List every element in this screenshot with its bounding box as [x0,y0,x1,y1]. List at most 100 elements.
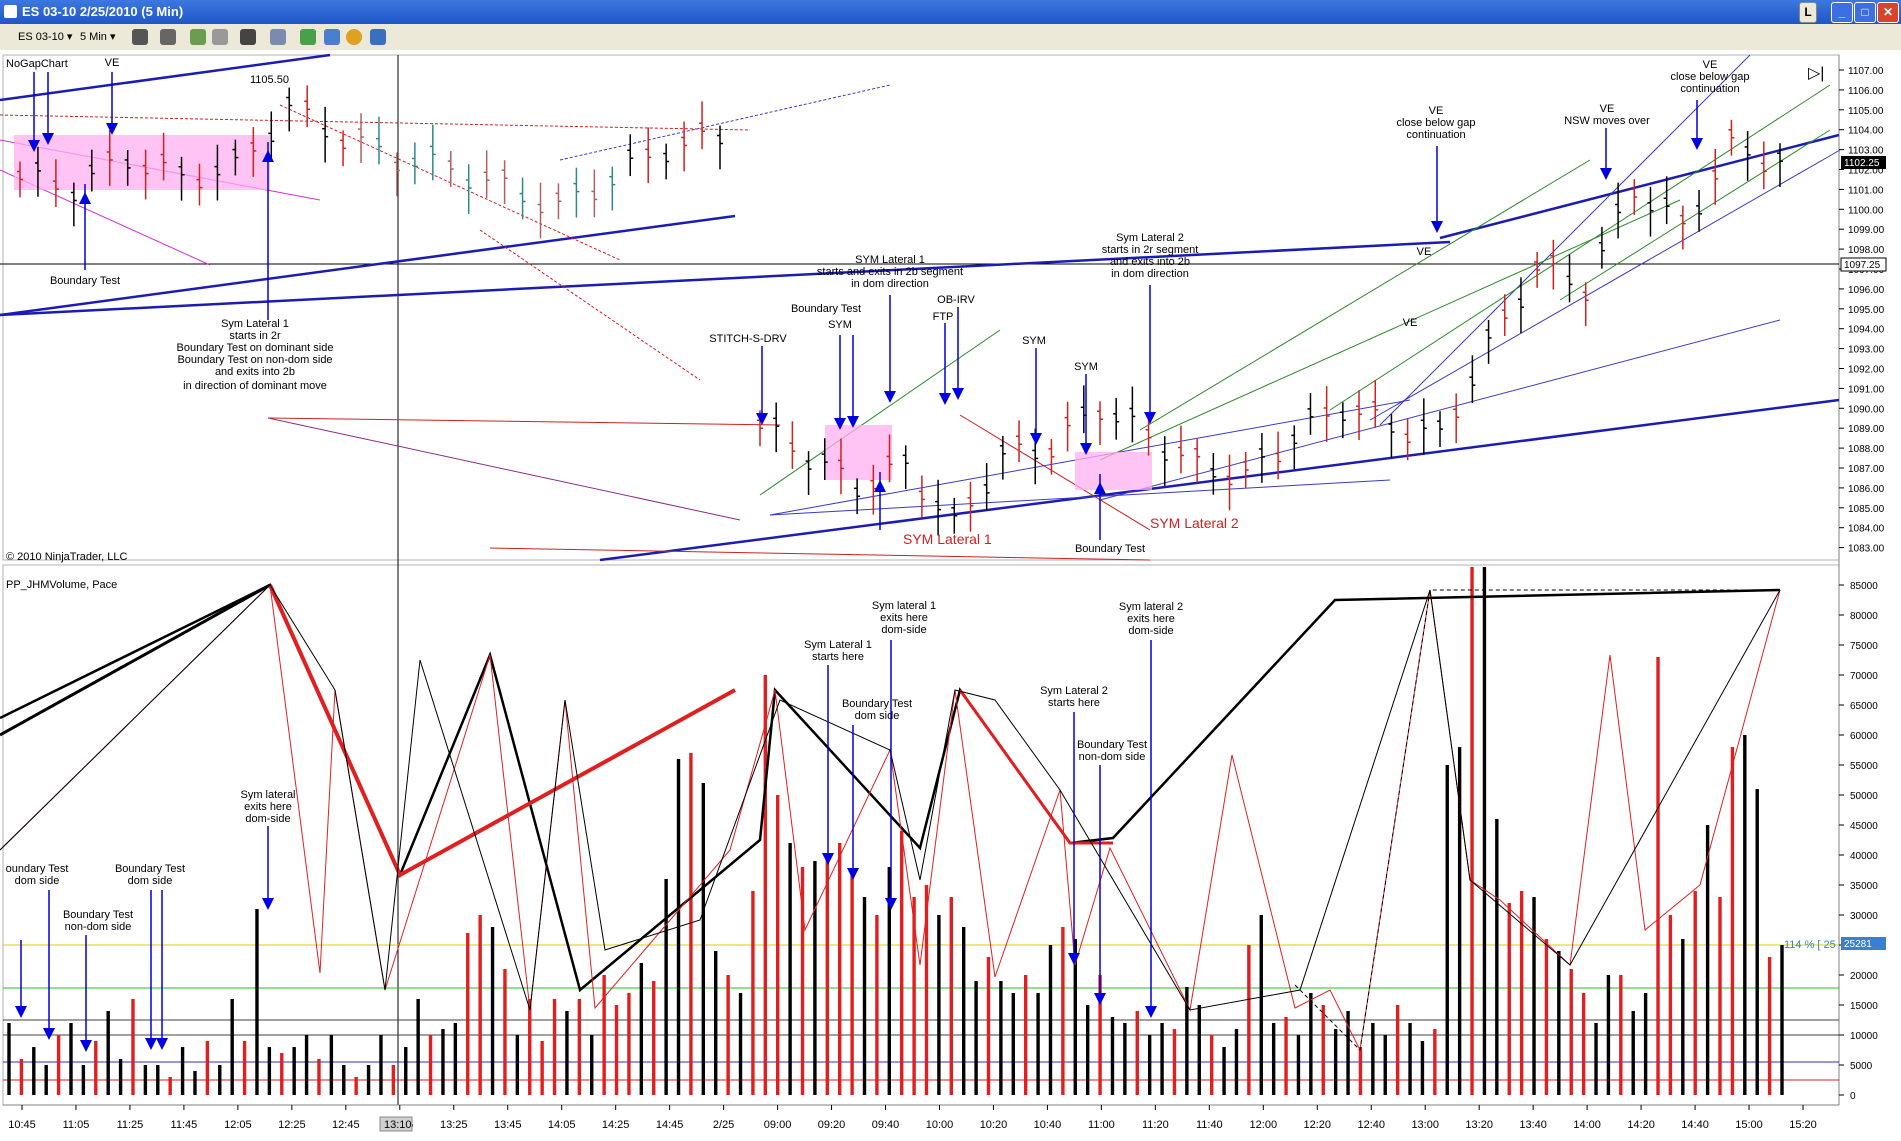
volume-bar [255,909,259,1095]
annotation-text: VE [1600,103,1615,115]
time-tick-label: 14:45 [656,1119,684,1131]
blue-arrow-head [1600,168,1612,180]
volume-tick-label: 30000 [1850,911,1878,922]
window-title: ES 03-10 2/25/2010 (5 Min) [22,4,184,19]
price-tick-label: 1095.00 [1848,305,1885,316]
trendline-green-1 [1139,159,1591,431]
annotation-text: in direction of dominant move [183,380,327,392]
volume-bar [1755,789,1759,1095]
price-tick-label: 1083.00 [1848,544,1885,555]
volume-bar [69,1023,73,1095]
tag-button[interactable]: L [1799,2,1817,23]
interval-select[interactable]: 5 Min ▾ [80,31,116,43]
maximize-button[interactable]: □ [1854,2,1876,23]
volume-bar [56,1035,61,1095]
properties-icon[interactable] [270,29,286,45]
volume-bar [44,1065,48,1095]
zoom-out-icon[interactable] [212,29,228,45]
chart-scroll-icon[interactable]: ▷| [1808,65,1824,82]
volume-bar [1581,993,1586,1095]
indicators-icon[interactable] [300,29,316,45]
trendline-red-dashed-2 [279,104,621,261]
volume-tick-label: 85000 [1850,581,1878,592]
price-tick-label: 1098.00 [1848,245,1885,256]
volume-bar [825,855,830,1095]
volume-arrow-head [885,898,897,910]
strategies-icon[interactable] [324,29,340,45]
volume-bar [1532,897,1536,1095]
copyright: © 2010 NinjaTrader, LLC [6,551,127,563]
annotation-text: Boundary Test [791,303,861,315]
annotation-text: Boundary Test on dominant side [177,342,334,354]
blue-arrow-head [1691,138,1703,150]
crosshair-icon[interactable] [240,29,256,45]
time-tick-label: 14:25 [602,1119,630,1131]
time-tick-label: 11:05 [63,1119,90,1131]
volume-tick-label: 5000 [1850,1061,1873,1072]
time-tick-label: 12:05 [224,1119,252,1131]
blue-arrow-head [952,388,964,400]
volume-bar [949,897,953,1095]
volume-bar [1743,735,1747,1095]
sym-zone-2 [825,425,892,480]
annotation-text: Sym lateral 2 [1119,601,1183,613]
blue-arrow-head [28,140,40,152]
annotation-text: Sym Lateral 1 [804,639,872,651]
volume-bar [1656,657,1660,1095]
zigzag-dashed [1294,589,1780,1052]
volume-bar [726,975,730,1095]
annotation-text: Boundary Test [115,863,185,875]
volume-bar [701,783,706,1095]
price-tick-label: 1094.00 [1848,325,1885,336]
annotation-text: exits here [880,612,928,624]
close-button[interactable]: ✕ [1877,2,1899,23]
data-box-icon[interactable] [370,29,386,45]
volume-bar [379,1035,383,1095]
blue-arrow-head [262,150,274,162]
annotation-text: continuation [1680,83,1739,95]
volume-bar [1693,891,1697,1095]
volume-bar [1395,1005,1400,1095]
volume-arrow-head [145,1038,157,1050]
price-tick-label: 1102.00 [1848,166,1884,177]
time-tick-label: 14:05 [548,1119,576,1131]
coin-icon[interactable] [346,29,362,45]
volume-tick-label: 45000 [1850,821,1878,832]
zoom-in-icon[interactable] [190,29,206,45]
price-tick-label: 1104.00 [1848,126,1884,137]
price-arrows [28,72,1703,540]
volume-tick-label: 40000 [1850,851,1878,862]
volume-bar [1767,957,1772,1095]
volume-tick-label: 20000 [1850,971,1878,982]
trendline-blue-dashed-1 [559,84,891,161]
chart-area[interactable]: NoGapChart © 2010 NinjaTrader, LLC 1105.… [0,50,1901,1141]
price-tick-label: 1092.00 [1848,365,1885,376]
trendline-red-dashed-3 [479,229,701,381]
volume-bar [552,999,557,1095]
drawing-tool-icon[interactable] [160,29,176,45]
annotation-text: non-dom side [1079,751,1146,763]
time-tick-label: 15:00 [1735,1119,1763,1131]
volume-arrow-head [262,898,274,910]
price-tick-label: 1090.00 [1848,404,1885,415]
volume-bar [242,1041,247,1095]
price-tick-label: 1085.00 [1848,504,1885,515]
volume-bar [1036,993,1040,1095]
volume-bar [490,927,495,1095]
time-tick-label: 11:45 [171,1119,198,1131]
price-tick-label: 1106.00 [1848,86,1884,97]
annotation-text: VE [1403,317,1418,329]
blue-arrow-head [834,418,846,430]
bar-type-icon[interactable] [132,29,148,45]
minimize-button[interactable]: _ [1831,2,1853,23]
trendline-4 [1439,133,1840,240]
volume-bar [1358,1047,1363,1095]
volume-bar [1495,819,1499,1095]
time-tick-label: 13:00 [1411,1119,1439,1131]
high-label: 1105.50 [250,74,289,86]
trendline-green-4 [1559,129,1831,301]
instrument-select[interactable]: ES 03-10 ▾ [18,31,73,43]
annotation-text: in dom direction [851,278,929,290]
current-volume: 25281 [1844,939,1872,950]
annotation-text: and exits into 2b [215,366,295,378]
